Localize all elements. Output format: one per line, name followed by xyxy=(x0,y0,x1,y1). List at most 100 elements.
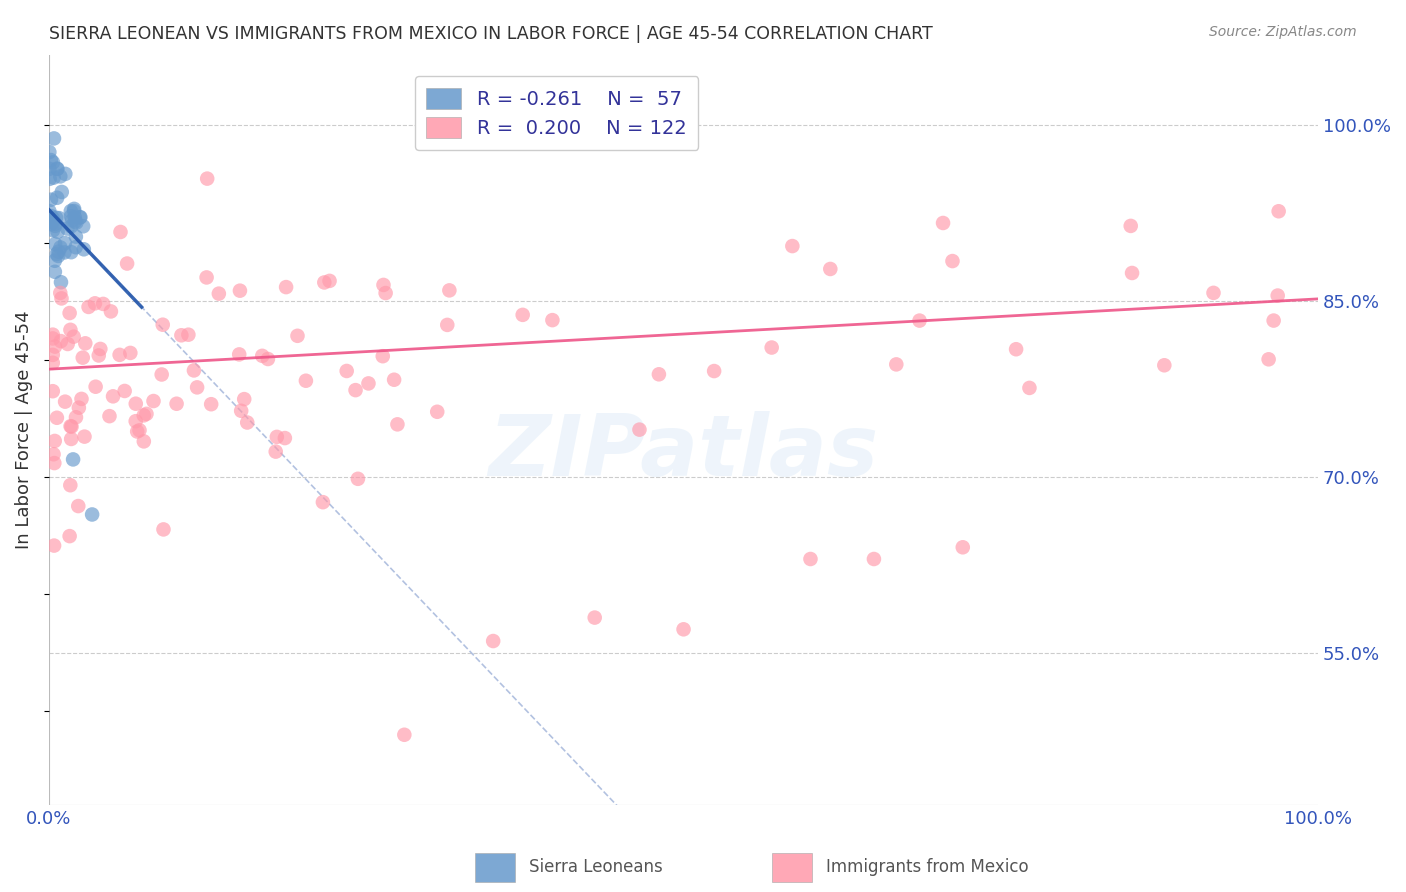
Point xyxy=(67,499,90,513)
Point xyxy=(63,202,86,216)
Point xyxy=(125,397,148,411)
Point xyxy=(44,434,66,448)
Point xyxy=(65,410,87,425)
Point xyxy=(46,249,69,263)
Text: Source: ZipAtlas.com: Source: ZipAtlas.com xyxy=(1209,25,1357,39)
Point xyxy=(1263,313,1285,327)
Point xyxy=(41,209,63,223)
Point xyxy=(44,253,66,268)
Point xyxy=(200,397,222,411)
Point xyxy=(108,348,131,362)
Bar xyxy=(772,854,813,881)
Point xyxy=(761,341,783,355)
Point xyxy=(439,284,461,298)
Point xyxy=(84,296,107,310)
Point xyxy=(150,368,173,382)
Point xyxy=(63,210,86,224)
Point xyxy=(229,284,252,298)
Point xyxy=(46,161,69,176)
Point xyxy=(382,373,405,387)
Point xyxy=(100,304,122,318)
Point xyxy=(233,392,256,406)
Point xyxy=(42,131,65,145)
Point xyxy=(44,237,66,252)
Point xyxy=(1267,288,1289,302)
Point xyxy=(177,327,200,342)
Point xyxy=(72,351,94,365)
Point xyxy=(59,204,82,219)
Point xyxy=(287,328,309,343)
Point xyxy=(541,313,564,327)
Point xyxy=(208,286,231,301)
Point xyxy=(186,380,208,394)
Point xyxy=(264,444,287,458)
Point xyxy=(374,286,396,301)
Point xyxy=(49,334,72,348)
Point xyxy=(51,185,73,199)
Point xyxy=(908,313,931,327)
Point xyxy=(512,308,534,322)
Text: SIERRA LEONEAN VS IMMIGRANTS FROM MEXICO IN LABOR FORCE | AGE 45-54 CORRELATION : SIERRA LEONEAN VS IMMIGRANTS FROM MEXICO… xyxy=(49,25,934,43)
Point xyxy=(42,384,65,399)
Point xyxy=(312,495,335,509)
Point xyxy=(65,215,87,229)
Point xyxy=(236,416,259,430)
Point xyxy=(336,364,359,378)
Point xyxy=(135,407,157,421)
Point xyxy=(49,275,72,289)
Point xyxy=(45,211,67,225)
Point xyxy=(127,425,149,439)
Point xyxy=(782,239,804,253)
Point xyxy=(863,552,886,566)
Point xyxy=(628,423,651,437)
Point xyxy=(89,342,111,356)
Point xyxy=(482,634,505,648)
Point xyxy=(39,193,62,207)
Point xyxy=(1153,358,1175,372)
Point xyxy=(62,329,84,343)
Point xyxy=(41,213,63,227)
Point xyxy=(44,265,66,279)
Point xyxy=(53,245,76,260)
Point xyxy=(51,292,73,306)
Point xyxy=(53,394,76,409)
Point xyxy=(59,419,82,434)
Point xyxy=(318,274,340,288)
Point xyxy=(357,376,380,391)
Point xyxy=(70,392,93,406)
Point xyxy=(314,276,336,290)
Point xyxy=(98,409,121,424)
Point xyxy=(884,358,907,372)
Point xyxy=(120,346,142,360)
Point xyxy=(72,219,94,234)
Point xyxy=(59,306,82,320)
Point xyxy=(799,552,821,566)
Point xyxy=(56,337,79,351)
Point xyxy=(44,340,66,354)
Point xyxy=(347,472,370,486)
Point xyxy=(583,610,606,624)
Point xyxy=(170,328,193,343)
Bar xyxy=(475,854,515,881)
Point xyxy=(39,153,62,167)
Point xyxy=(252,349,274,363)
Point xyxy=(41,214,63,228)
Point xyxy=(42,155,65,169)
Point xyxy=(114,384,136,398)
Point xyxy=(274,431,297,445)
Point xyxy=(952,541,974,555)
Point xyxy=(46,161,69,176)
Y-axis label: In Labor Force | Age 45-54: In Labor Force | Age 45-54 xyxy=(15,310,32,549)
Point xyxy=(152,318,174,332)
Point xyxy=(648,368,671,382)
Point xyxy=(344,383,367,397)
Point xyxy=(142,394,165,409)
Point xyxy=(39,217,62,231)
Point xyxy=(195,270,218,285)
Point xyxy=(69,211,91,225)
Point xyxy=(41,213,63,227)
Point xyxy=(60,432,83,446)
Point xyxy=(75,336,97,351)
Point xyxy=(132,409,155,423)
Point xyxy=(132,434,155,449)
